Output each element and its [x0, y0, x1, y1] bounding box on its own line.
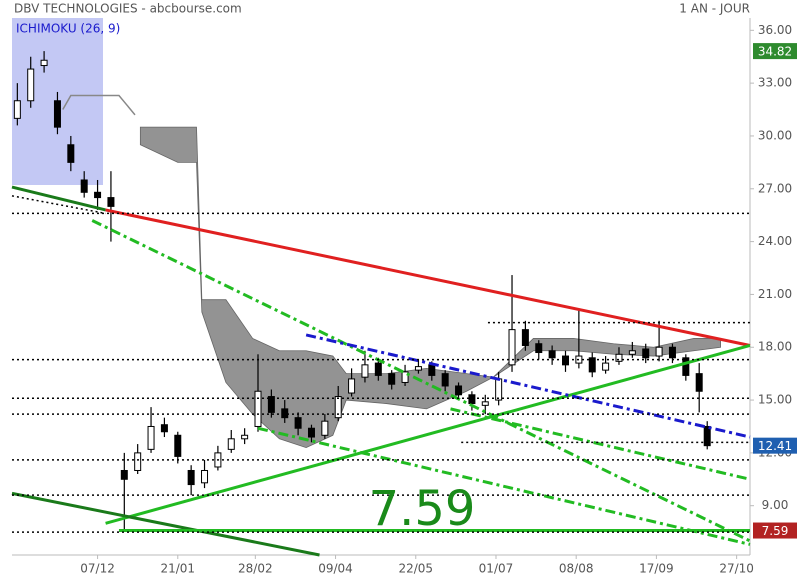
x-tick-label: 22/05 — [398, 562, 433, 576]
price-tag-label: 12.41 — [758, 439, 792, 453]
trend-line — [305, 333, 751, 439]
trend-line — [11, 491, 320, 557]
candle-body — [668, 346, 676, 359]
trend-line — [105, 344, 751, 525]
candle-body — [388, 373, 396, 385]
x-tick-label: 17/09 — [639, 562, 674, 576]
y-tick-label: 24.00 — [758, 234, 792, 248]
y-tick-label: 30.00 — [758, 128, 792, 142]
candle-body — [682, 357, 690, 376]
candle-body — [27, 68, 35, 102]
candle-body — [267, 396, 275, 413]
y-tick-label: 33.00 — [758, 76, 792, 90]
y-tick-label: 36.00 — [758, 23, 792, 37]
y-tick-label: 18.00 — [758, 340, 792, 354]
trend-line — [91, 219, 751, 543]
candle-body — [535, 343, 543, 354]
candle-body — [94, 191, 102, 199]
candle-body — [241, 434, 249, 440]
candle-body — [13, 100, 21, 119]
candle-body — [455, 385, 463, 396]
trend-line — [257, 426, 751, 546]
y-tick-label: 21.00 — [758, 287, 792, 301]
trend-line — [62, 94, 136, 116]
trend-line — [11, 185, 106, 212]
candle-body — [615, 353, 623, 362]
candle-body — [521, 329, 529, 346]
candle-body — [602, 362, 610, 371]
price-tag-label: 34.82 — [758, 45, 792, 59]
candle-body — [468, 394, 476, 405]
candle-body — [401, 371, 409, 383]
candle-body — [562, 355, 569, 366]
y-tick-label: 27.00 — [758, 181, 792, 195]
candle-body — [134, 452, 142, 471]
candle-body — [428, 364, 436, 376]
candle-body — [374, 362, 382, 376]
trend-line — [105, 208, 751, 347]
x-tick-label: 01/07 — [479, 562, 514, 576]
price-tag-label: 7.59 — [762, 524, 789, 538]
candle-body — [361, 364, 369, 378]
candle-body — [495, 378, 503, 401]
y-tick-label: 15.00 — [758, 393, 792, 407]
big-label: 7.59 — [369, 481, 476, 537]
candle-body — [642, 348, 650, 359]
ichimoku-cloud — [139, 126, 721, 449]
candle-body — [107, 197, 115, 207]
trend-line — [11, 195, 106, 215]
candle-body — [588, 357, 596, 373]
candle-body — [307, 427, 315, 438]
chart-subtitle: 1 AN - JOUR — [679, 2, 750, 16]
candle-body — [441, 373, 449, 387]
x-tick-label: 08/08 — [559, 562, 594, 576]
x-tick-label: 28/02 — [238, 562, 273, 576]
candle-body — [655, 346, 663, 357]
candle-body — [160, 424, 168, 433]
candle-body — [548, 350, 556, 359]
candle-body — [201, 469, 209, 484]
price-tag — [753, 43, 797, 60]
candle-body — [348, 378, 356, 394]
candle-body — [53, 100, 61, 128]
candle-body — [628, 350, 636, 355]
x-tick-label: 27/10 — [719, 562, 754, 576]
candle-body — [481, 401, 489, 406]
candle-body — [414, 366, 422, 371]
candle-body — [40, 59, 48, 67]
candle-body — [281, 408, 289, 419]
y-tick-label: 9.00 — [762, 498, 789, 512]
candle-body — [67, 144, 75, 163]
price-tag — [753, 437, 797, 454]
x-tick-label: 07/12 — [80, 562, 115, 576]
candle-body — [294, 417, 302, 429]
chart-title: DBV TECHNOLOGIES - abcbourse.com — [14, 2, 242, 16]
candle-body — [695, 373, 703, 392]
candle-body — [703, 425, 711, 447]
candle-body — [187, 469, 195, 486]
candle-body — [508, 329, 516, 366]
x-tick-label: 09/04 — [318, 562, 353, 576]
x-tick-label: 21/01 — [160, 562, 195, 576]
candle-body — [334, 396, 342, 419]
candle-body — [254, 390, 262, 427]
trend-line — [450, 407, 751, 481]
candle-body — [80, 179, 88, 193]
candle-body — [147, 425, 155, 450]
indicator-label: ICHIMOKU (26, 9) — [16, 22, 120, 36]
candle-body — [227, 438, 235, 450]
candle-body — [321, 420, 329, 436]
price-tag — [753, 522, 797, 539]
candle-body — [174, 434, 182, 457]
candle-body — [120, 469, 128, 480]
plot-area — [11, 51, 751, 557]
